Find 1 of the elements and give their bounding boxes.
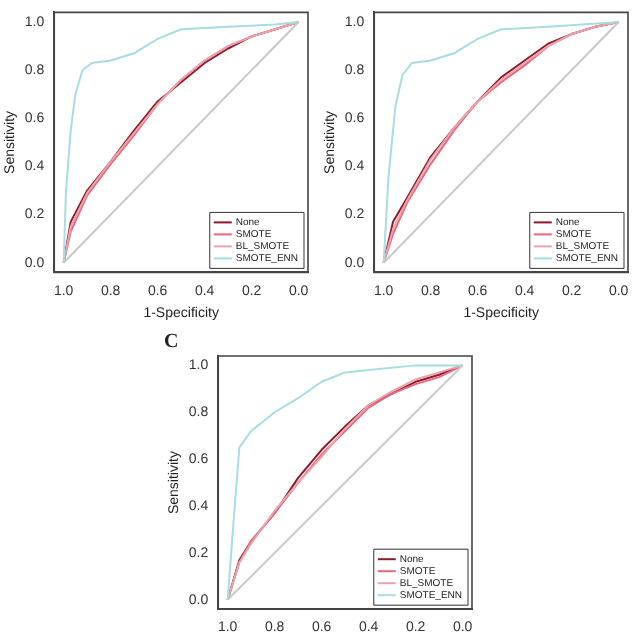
chart-title: C [164,331,179,354]
